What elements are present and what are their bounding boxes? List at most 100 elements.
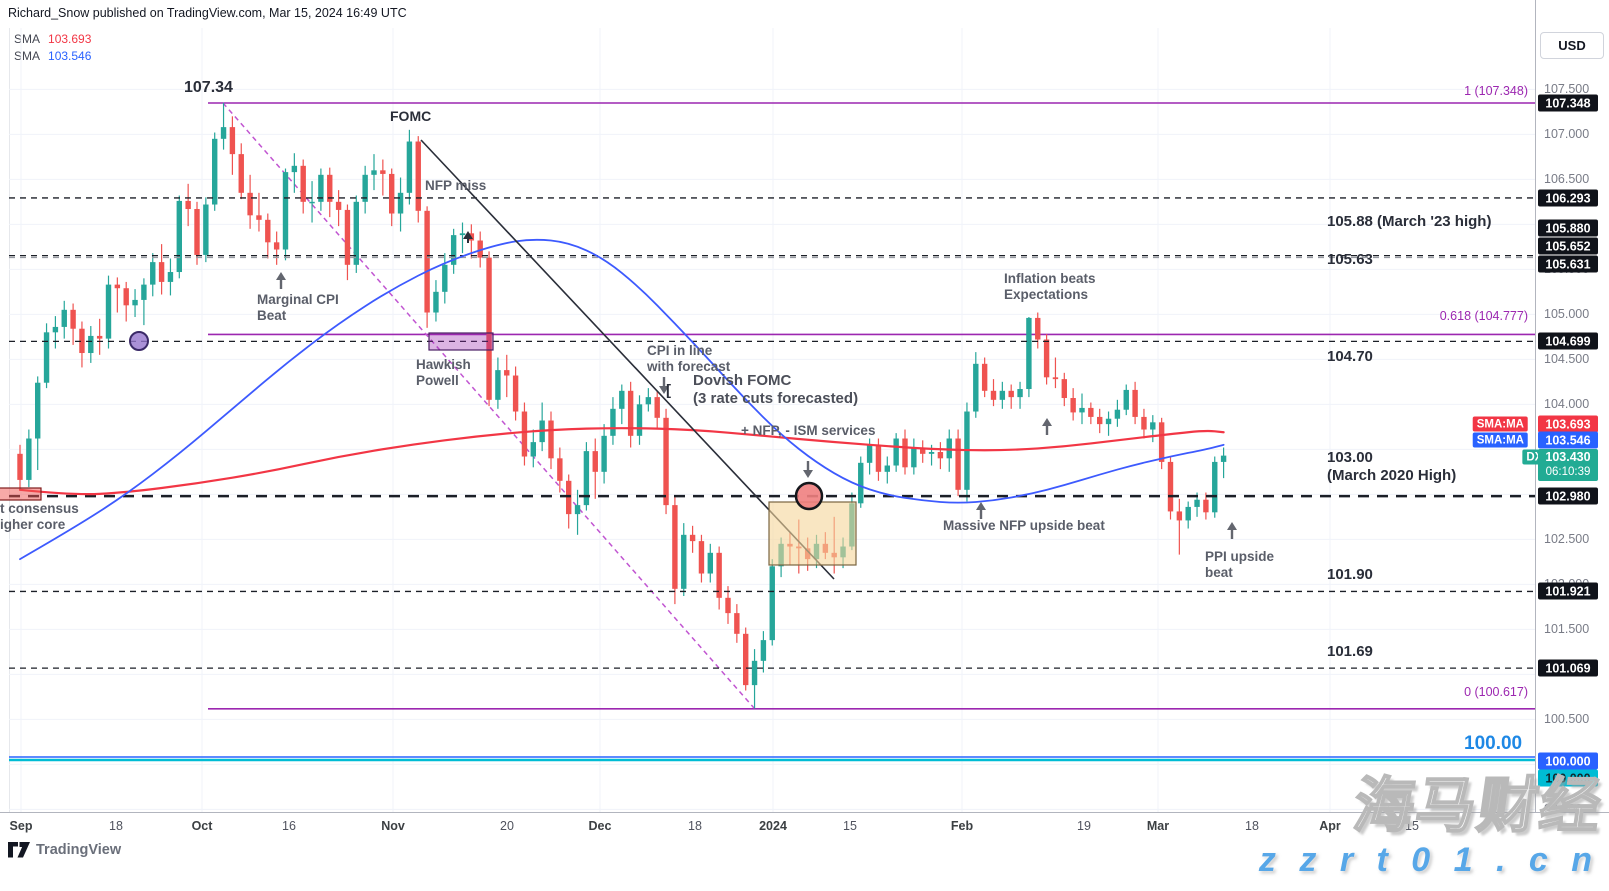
candle-body — [928, 452, 935, 454]
candle-body — [1008, 390, 1014, 398]
watermark-chinese: 海马财经 — [1349, 771, 1608, 840]
candle-body — [911, 447, 917, 468]
time-tick-label: Mar — [1146, 819, 1170, 833]
price-pill: 105.880 — [1538, 219, 1598, 237]
candle-body — [194, 209, 200, 255]
candle-body — [1070, 398, 1076, 413]
candle-body — [1176, 511, 1183, 521]
candle-body — [52, 326, 59, 333]
candle-body — [893, 438, 899, 466]
currency-button[interactable]: USD — [1540, 32, 1604, 59]
price-pill: 100.000 — [1538, 769, 1598, 787]
tradingview-logo[interactable]: TradingView — [8, 842, 121, 858]
candle-body — [902, 438, 908, 468]
candle-body — [734, 613, 740, 634]
price-chart[interactable] — [0, 0, 1535, 836]
candle-body — [1185, 506, 1191, 521]
candle-body — [521, 411, 528, 457]
candle-body — [238, 154, 244, 193]
price-pill: 101.069 — [1538, 659, 1598, 677]
candle-body — [769, 566, 775, 641]
candle-body — [265, 219, 271, 243]
price-tick-label: 104.500 — [1544, 352, 1590, 366]
candle-body — [424, 210, 430, 313]
candle-body — [486, 257, 492, 400]
price-axis[interactable]: USD 107.500107.000106.500105.500105.0001… — [1472, 0, 1609, 836]
candle-body — [583, 451, 590, 506]
candle-body — [150, 262, 156, 285]
time-tick-label: Feb — [950, 819, 974, 833]
candle-body — [592, 451, 598, 472]
candle-body — [167, 272, 174, 282]
candle-body — [141, 284, 147, 300]
sma-line — [19, 238, 1225, 561]
time-axis[interactable]: Sep 18 Oct 16 Nov 20 Dec 18 2024 15 Feb 19 Mar 18 Apr 1… — [0, 812, 1609, 839]
sma-value: 103.546 — [48, 49, 92, 63]
price-pill: 105.631 — [1538, 255, 1598, 273]
candle-body — [1035, 317, 1041, 340]
up-arrow-icon — [1042, 418, 1052, 426]
candle-body — [946, 438, 952, 459]
candle-body — [504, 370, 510, 376]
candle-body — [654, 397, 660, 418]
event-circle — [129, 331, 149, 351]
candle-body — [380, 170, 386, 174]
candle-body — [203, 204, 209, 255]
event-circle — [794, 481, 824, 511]
up-arrow-icon — [276, 272, 286, 280]
candle-body — [220, 127, 227, 139]
candle-body — [35, 382, 41, 439]
price-tick-label: 107.000 — [1544, 127, 1590, 141]
time-tick-label: 18 — [109, 819, 123, 833]
candle-body — [389, 173, 395, 214]
price-pill: 103.693 — [1538, 415, 1598, 433]
candle-body — [114, 284, 121, 289]
candle-body — [229, 127, 236, 155]
candle-body — [981, 363, 988, 391]
highlight-box — [0, 487, 42, 501]
candle-body — [371, 170, 377, 175]
candle-body — [256, 215, 262, 220]
highlight-box — [768, 501, 857, 566]
candle-body — [990, 390, 997, 400]
price-pill: 107.348 — [1538, 94, 1598, 112]
candle-body — [548, 420, 554, 459]
candle-body — [725, 597, 731, 614]
time-tick-label: Nov — [381, 819, 405, 833]
candle-body — [1105, 418, 1112, 425]
candle-body — [79, 328, 85, 354]
candle-body — [619, 390, 625, 409]
candle-body — [884, 465, 890, 472]
candle-body — [273, 242, 280, 250]
candle-body — [459, 233, 466, 236]
candle-body — [1123, 389, 1129, 410]
candle-body — [645, 397, 652, 405]
candle-body — [158, 262, 165, 282]
price-pill: 103.546 — [1538, 431, 1598, 449]
countdown-timer: 06:10:39 — [1545, 466, 1591, 478]
candle-body — [105, 284, 112, 339]
publish-header: Richard_Snow published on TradingView.co… — [8, 6, 407, 20]
candle-body — [681, 534, 687, 589]
candle-body — [1212, 461, 1218, 513]
candle-body — [636, 404, 643, 436]
candle-body — [557, 458, 563, 481]
series-tag: SMA:MA — [1472, 416, 1528, 432]
candle-body — [698, 541, 705, 574]
candle-body — [955, 438, 961, 490]
candle-body — [760, 640, 767, 661]
candle-body — [1150, 422, 1156, 430]
candle-body — [1194, 499, 1200, 507]
candle-body — [566, 480, 572, 515]
candle-body — [300, 165, 306, 202]
price-pill: 104.699 — [1538, 332, 1598, 350]
candle-body — [132, 299, 138, 306]
candle-body — [318, 174, 324, 202]
candle-body — [247, 192, 253, 216]
price-tick-label: 106.500 — [1544, 172, 1590, 186]
up-arrow-icon — [976, 502, 986, 510]
candle-body — [512, 375, 519, 412]
candle-body — [185, 200, 191, 210]
pane-border — [9, 28, 10, 812]
